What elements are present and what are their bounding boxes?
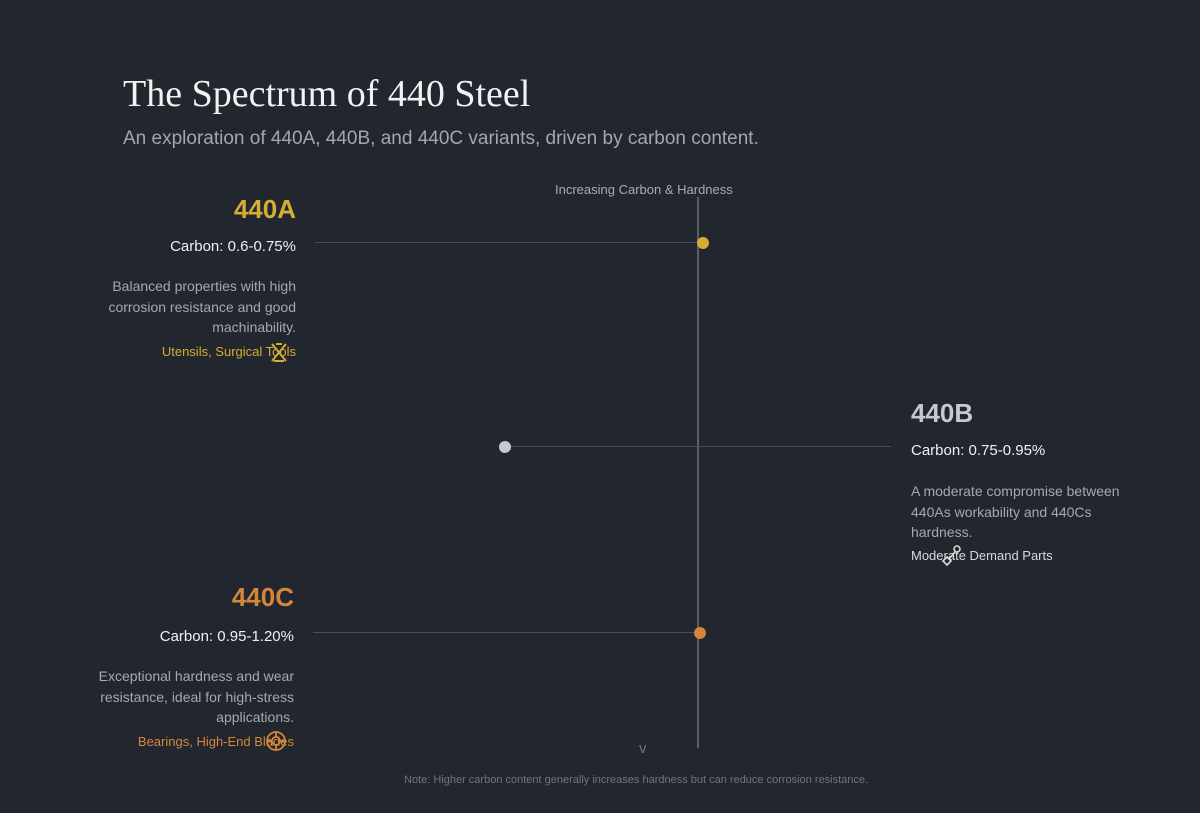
description-440c: Exceptional hardness and wear resistance… bbox=[98, 668, 294, 725]
chevron-down-icon[interactable]: v bbox=[639, 740, 647, 757]
connector-440b bbox=[505, 446, 891, 447]
wrench-icon bbox=[941, 545, 961, 566]
carbon-axis-line bbox=[697, 197, 699, 748]
carbon-range-440b: Carbon: 0.75-0.95% bbox=[911, 442, 1046, 459]
carbon-range-440a: Carbon: 0.6-0.75% bbox=[170, 238, 296, 255]
description-440a: Balanced properties with high corrosion … bbox=[108, 278, 296, 335]
variant-name-440b: 440B bbox=[911, 398, 974, 428]
axis-label: Increasing Carbon & Hardness bbox=[555, 182, 733, 197]
carbon-range-440c: Carbon: 0.95-1.20% bbox=[159, 628, 294, 645]
applications-440b: Moderate Demand Parts bbox=[911, 548, 1053, 563]
marker-440c[interactable] bbox=[694, 627, 706, 639]
applications-440a: Utensils, Surgical Tools bbox=[161, 344, 296, 359]
description-440b: A moderate compromise between 440As work… bbox=[911, 483, 1120, 540]
connector-440a bbox=[315, 242, 703, 243]
crossed-tools-icon bbox=[271, 343, 287, 362]
variant-name-440a: 440A bbox=[233, 194, 296, 224]
variant-name-440c: 440C bbox=[231, 582, 294, 612]
marker-440a[interactable] bbox=[697, 237, 709, 249]
bearing-icon bbox=[266, 731, 286, 751]
connector-440c bbox=[313, 632, 700, 633]
page-subtitle: An exploration of 440A, 440B, and 440C v… bbox=[123, 128, 759, 149]
page-title: The Spectrum of 440 Steel bbox=[123, 73, 531, 115]
applications-440c: Bearings, High-End Blades bbox=[137, 734, 294, 749]
footer-note: Note: Higher carbon content generally in… bbox=[404, 774, 869, 786]
marker-440b[interactable] bbox=[499, 441, 511, 453]
